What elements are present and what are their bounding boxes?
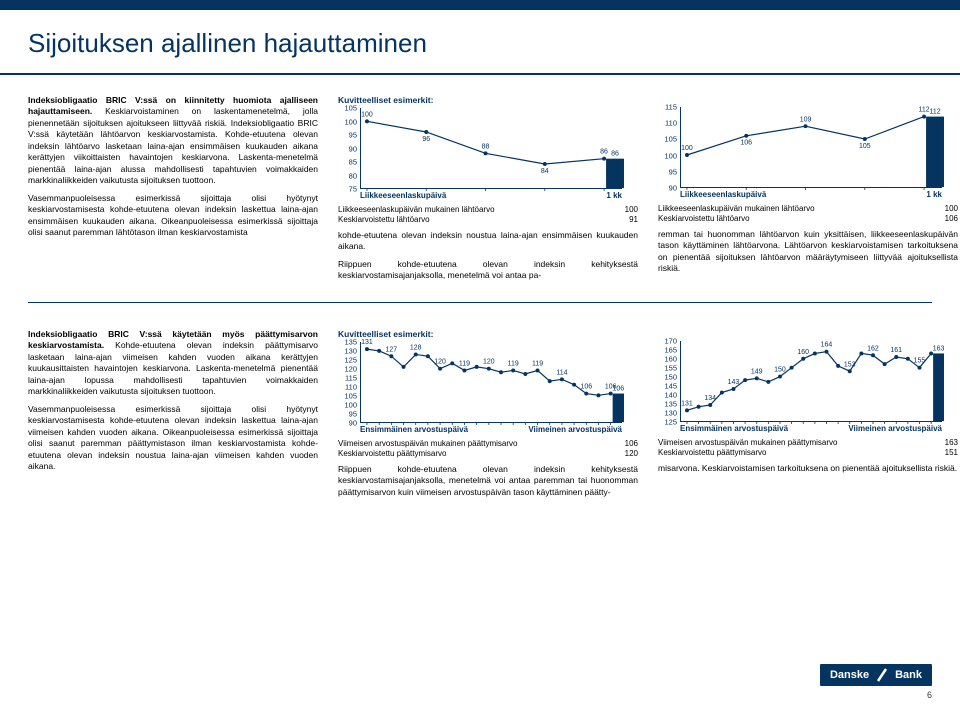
svg-text:119: 119: [532, 360, 543, 367]
svg-text:109: 109: [800, 116, 812, 123]
svg-text:127: 127: [386, 346, 398, 353]
chart-1: 75808590951001051009688848686Liikkeeseen…: [338, 108, 622, 203]
chart-2: 9095100105110115100106109105112112Liikke…: [658, 107, 942, 202]
row-2: Indeksiobligaatio BRIC V:ssä käytetään m…: [28, 329, 932, 498]
top-accent-bar: [0, 0, 960, 10]
logo-slash-icon: [875, 668, 889, 682]
svg-text:161: 161: [890, 347, 902, 354]
logo-sub: Bank: [895, 669, 922, 681]
svg-text:131: 131: [361, 339, 373, 346]
logo-box: Danske Bank: [820, 664, 932, 686]
svg-text:153: 153: [844, 361, 856, 368]
svg-text:84: 84: [541, 168, 549, 175]
svg-text:150: 150: [774, 367, 786, 374]
svg-text:100: 100: [681, 145, 693, 152]
svg-text:86: 86: [611, 151, 619, 158]
chart-col-3: Kuvitteelliset esimerkit: 90951001051101…: [338, 329, 638, 498]
logo-brand: Danske: [830, 669, 869, 681]
p2c: Vasemmanpuoleisessa esimerkissä sijoitta…: [28, 404, 318, 473]
note-1a: kohde-etuutena olevan indeksin noustua l…: [338, 230, 638, 253]
svg-text:112: 112: [919, 107, 930, 114]
logo: Danske Bank: [820, 664, 932, 686]
svg-text:134: 134: [704, 395, 716, 402]
svg-text:131: 131: [681, 400, 693, 407]
svg-text:149: 149: [751, 368, 763, 375]
svg-text:112: 112: [929, 109, 940, 116]
svg-text:128: 128: [410, 344, 422, 351]
chart-4-kv: Viimeisen arvostuspäivän mukainen päätty…: [658, 438, 958, 457]
svg-text:119: 119: [459, 360, 470, 367]
chart-col-2: 9095100105110115100106109105112112Liikke…: [658, 95, 958, 282]
content: Indeksiobligaatio BRIC V:ssä on kiinnite…: [0, 75, 960, 498]
note-1b: Riippuen kohde-etuutena olevan indeksin …: [338, 259, 638, 282]
note-2b: misarvona. Keskiarvoistamisen tarkoituks…: [658, 463, 958, 474]
chart-3: 9095100105110115120125130135131127128120…: [338, 342, 622, 437]
chart-1-kv: Liikkeeseenlaskupäivän mukainen lähtöarv…: [338, 205, 638, 224]
svg-text:88: 88: [482, 143, 490, 150]
svg-text:143: 143: [728, 379, 740, 386]
svg-text:155: 155: [914, 358, 926, 365]
ex-title-2: Kuvitteelliset esimerkit:: [338, 329, 638, 339]
svg-text:105: 105: [859, 143, 871, 150]
ex-title-1: Kuvitteelliset esimerkit:: [338, 95, 638, 105]
svg-text:119: 119: [508, 360, 519, 367]
svg-text:163: 163: [933, 345, 945, 352]
chart-3-kv: Viimeisen arvostuspäivän mukainen päätty…: [338, 439, 638, 458]
row-1: Indeksiobligaatio BRIC V:ssä on kiinnite…: [28, 95, 932, 282]
svg-text:100: 100: [361, 111, 373, 118]
chart-2-kv: Liikkeeseenlaskupäivän mukainen lähtöarv…: [658, 204, 958, 223]
svg-text:106: 106: [740, 140, 752, 147]
row-separator: [28, 302, 932, 303]
svg-text:106: 106: [613, 385, 625, 392]
text-col-1: Indeksiobligaatio BRIC V:ssä on kiinnite…: [28, 95, 318, 282]
svg-text:160: 160: [797, 349, 809, 356]
chart-col-1: Kuvitteelliset esimerkit: 75808590951001…: [338, 95, 638, 282]
text-col-2: Indeksiobligaatio BRIC V:ssä käytetään m…: [28, 329, 318, 498]
note-1c: remman tai huonomman lähtöarvon kuin yks…: [658, 229, 958, 275]
p1c: Vasemmanpuoleisessa esimerkissä sijoitta…: [28, 193, 318, 239]
svg-text:86: 86: [600, 149, 608, 156]
svg-text:114: 114: [556, 369, 567, 376]
p1-rest: Keskiarvoistaminen on laskentamenetelmä,…: [28, 106, 318, 185]
svg-text:162: 162: [867, 345, 879, 352]
page-number: 6: [927, 690, 932, 700]
svg-text:120: 120: [483, 359, 495, 366]
svg-text:120: 120: [434, 359, 446, 366]
svg-text:96: 96: [422, 136, 430, 143]
chart-col-4: 1251301351401451501551601651701311341431…: [658, 329, 958, 498]
note-2a: Riippuen kohde-etuutena olevan indeksin …: [338, 464, 638, 498]
page-title: Sijoituksen ajallinen hajauttaminen: [0, 10, 960, 73]
chart-4: 1251301351401451501551601651701311341431…: [658, 341, 942, 436]
svg-text:164: 164: [821, 342, 833, 349]
svg-text:106: 106: [580, 384, 592, 391]
